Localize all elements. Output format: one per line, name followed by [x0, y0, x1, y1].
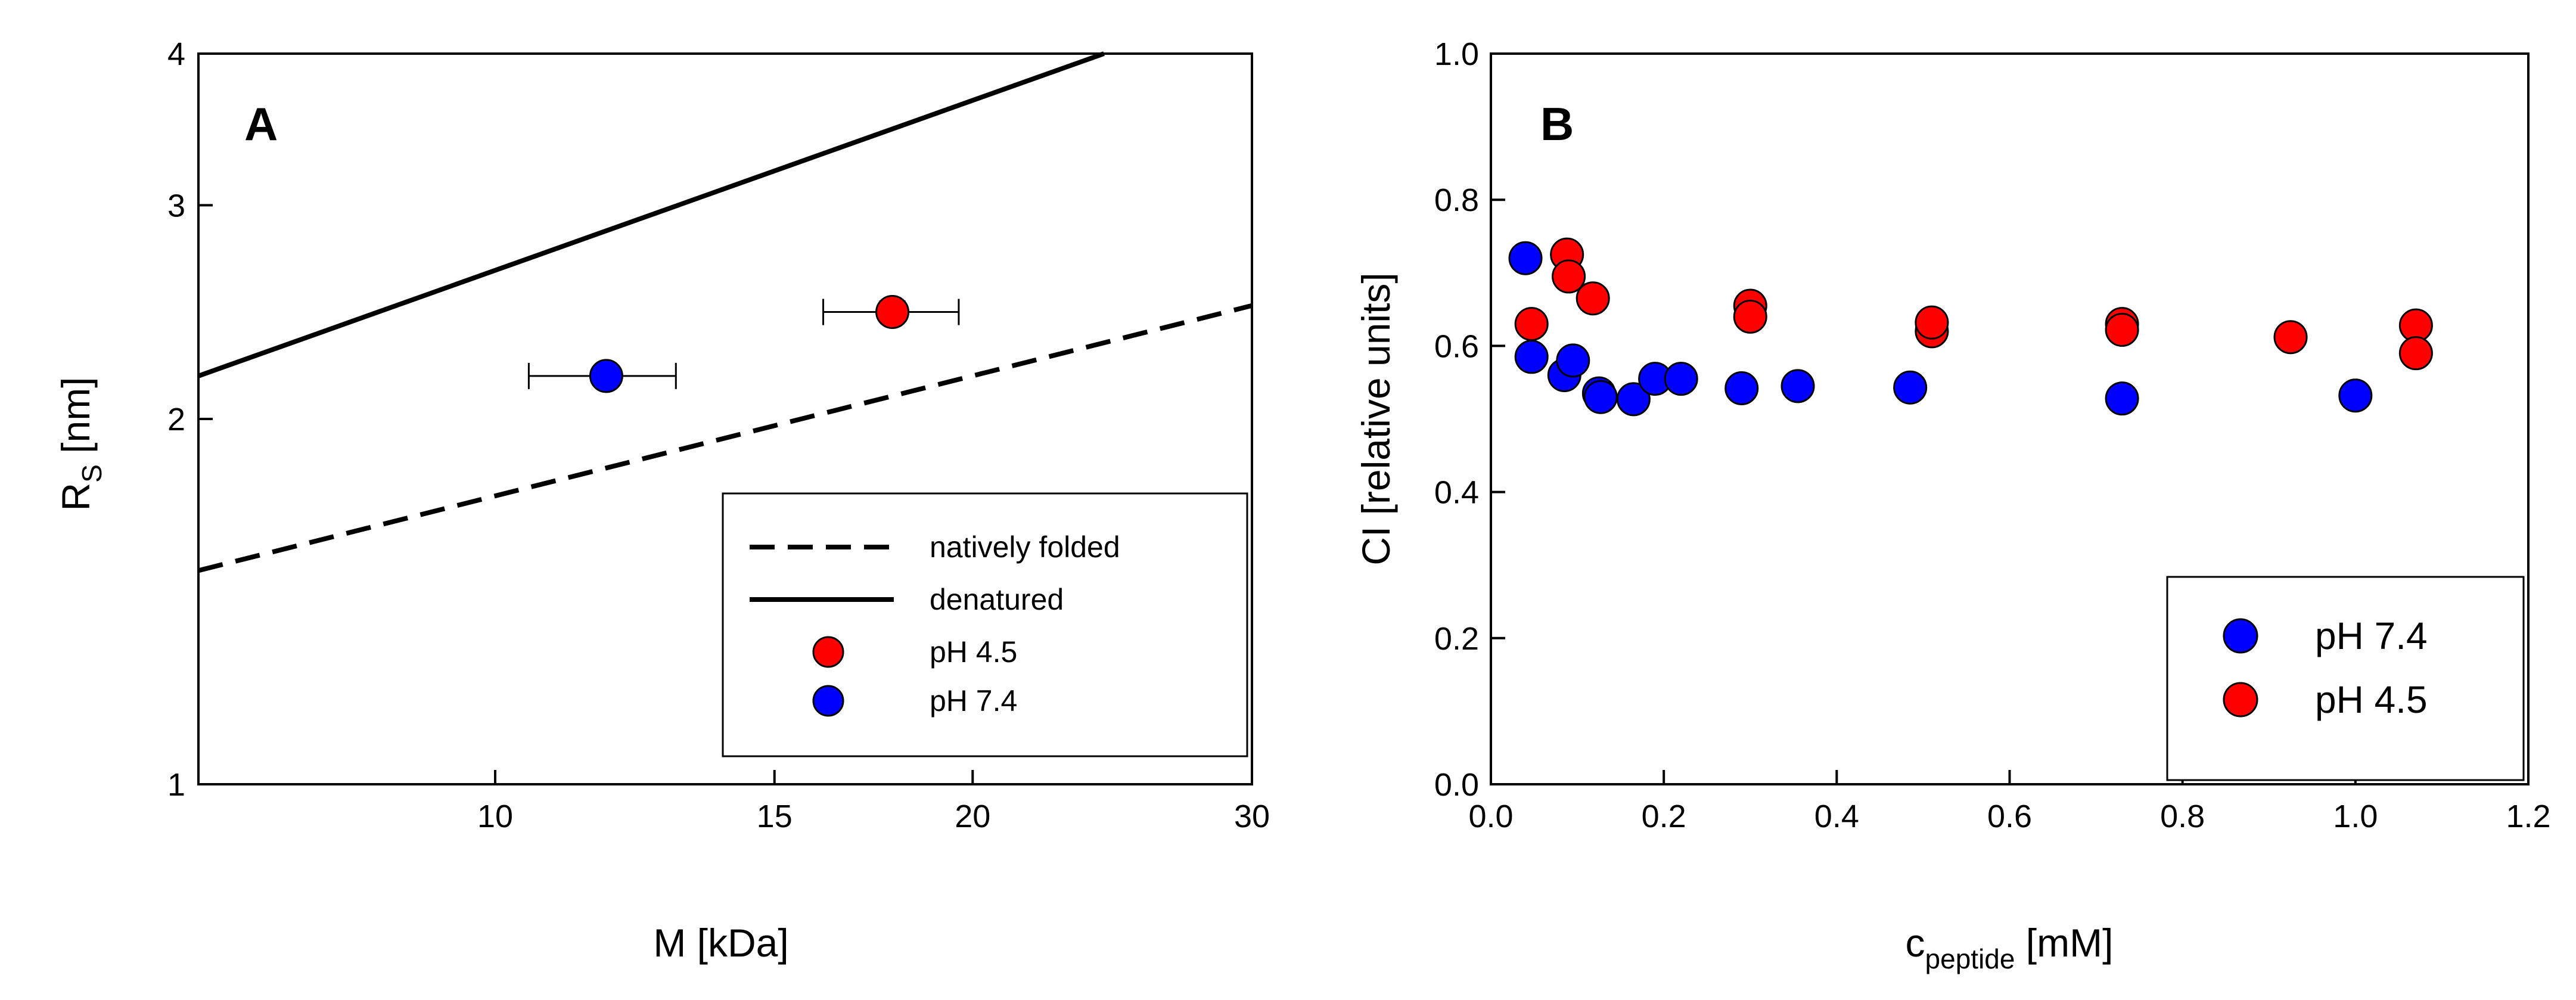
legend-ph45: pH 4.5: [930, 635, 1017, 669]
panel-a-lines: [197, 51, 1253, 573]
panel-b-x-label: cpeptide [mM]: [1906, 921, 2114, 974]
data-point: [1733, 299, 1767, 334]
legend-ph45-marker: [812, 636, 844, 668]
x-tick-label: 1.2: [2506, 799, 2550, 834]
panel-a-letter: A: [244, 98, 278, 150]
x-tick-label: 20: [955, 799, 990, 834]
data-point: [1915, 305, 1949, 340]
panel-a-x-ticks: 10 15 20 30: [477, 770, 1270, 834]
y-tick-label: 0.2: [1434, 621, 1479, 657]
y-tick-label: 0.6: [1434, 328, 1479, 364]
panel-b-points: [1508, 237, 2433, 417]
y-tick-label: 3: [167, 188, 185, 223]
data-point-ph-4-5: [822, 295, 960, 330]
legend-ph74-marker: [2223, 618, 2258, 654]
x-tick-label: 10: [477, 799, 513, 834]
legend-ph74: pH 7.4: [930, 684, 1017, 718]
panel-a-x-label: M [kDa]: [653, 921, 788, 965]
series-ph-4-5: [1514, 237, 2433, 371]
y-tick-label: 0.4: [1434, 475, 1479, 511]
data-point: [1508, 241, 1543, 275]
panel-a-points: [527, 295, 960, 393]
marker: [589, 359, 623, 393]
panel-a-y-label: RS [nm]: [54, 377, 107, 511]
y-tick-label: 1.0: [1434, 36, 1479, 72]
data-point: [1514, 307, 1549, 341]
data-point: [1583, 380, 1618, 414]
panel-b-legend: pH 7.4 pH 4.5: [2166, 576, 2525, 781]
x-tick-label: 0.0: [1468, 799, 1513, 834]
panel-a-legend-box: [722, 492, 1248, 757]
x-tick-label: 15: [757, 799, 793, 834]
panel-a: A 1 2 3 4 10 15 20 30 RS [nm] M [kDa] natively…: [54, 36, 1270, 965]
x-tick-label: 30: [1234, 799, 1270, 834]
panel-b: B 0.0 0.2 0.4 0.6 0.8 1.0 0.0 0.2 0.4 0.6 0.8 1.0 1…: [1354, 36, 2551, 974]
y-tick-label: 4: [167, 36, 185, 72]
data-point-ph-7-4: [527, 359, 677, 393]
panel-b-y-ticks: 0.0 0.2 0.4 0.6 0.8 1.0: [1434, 36, 1505, 803]
legend-denatured: denatured: [930, 583, 1064, 616]
data-point: [1724, 371, 1759, 406]
data-point: [1556, 343, 1590, 378]
y-tick-label: 1: [167, 767, 185, 803]
denatured-line: [197, 51, 1105, 378]
data-point: [1664, 362, 1698, 396]
panel-b-legend-box: [2166, 576, 2525, 781]
panel-a-y-ticks: 1 2 3 4: [167, 36, 213, 803]
x-tick-label: 0.2: [1642, 799, 1686, 834]
data-point: [1514, 340, 1549, 374]
x-tick-label: 0.6: [1987, 799, 2032, 834]
data-point: [2273, 320, 2308, 355]
data-point: [1616, 382, 1651, 417]
data-point: [1576, 281, 1610, 316]
data-point: [2105, 312, 2139, 347]
marker: [875, 295, 910, 330]
data-point: [2105, 381, 2139, 416]
y-tick-label: 2: [167, 402, 185, 437]
panel-b-letter: B: [1540, 98, 1574, 150]
legend-ph74-marker: [812, 685, 844, 717]
natively-folded-line: [198, 303, 1253, 573]
data-point: [2398, 336, 2433, 371]
data-point: [2338, 378, 2373, 413]
data-point: [1893, 370, 1928, 405]
legend-ph45: pH 4.5: [2315, 678, 2428, 721]
panel-b-y-label: CI [relative units]: [1354, 272, 1398, 566]
x-tick-label: 0.8: [2160, 799, 2205, 834]
legend-ph45-marker: [2223, 682, 2258, 718]
legend-natively-folded: natively folded: [930, 530, 1120, 564]
series-ph-7-4: [1508, 241, 2373, 417]
y-tick-label: 0.0: [1434, 767, 1479, 803]
x-tick-label: 0.4: [1814, 799, 1859, 834]
panel-a-legend: natively folded denatured pH 4.5 pH 7.4: [722, 492, 1248, 757]
x-tick-label: 1.0: [2333, 799, 2378, 834]
legend-ph74: pH 7.4: [2315, 614, 2428, 657]
panel-b-x-ticks: 0.0 0.2 0.4 0.6 0.8 1.0 1.2: [1468, 770, 2551, 834]
data-point: [1552, 259, 1586, 294]
data-point: [1780, 369, 1815, 403]
y-tick-label: 0.8: [1434, 182, 1479, 218]
